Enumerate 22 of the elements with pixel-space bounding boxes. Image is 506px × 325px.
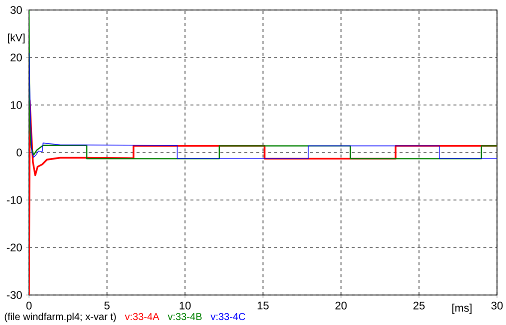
x-tick-label: 0: [26, 302, 32, 310]
y-tick-label: -20: [6, 244, 22, 252]
x-tick-label: 15: [258, 302, 269, 310]
text: v:33-4A: [124, 313, 160, 320]
text: v:33-4C: [210, 313, 246, 320]
x-axis-title: [ms]: [452, 304, 472, 314]
y-axis-title: [kV]: [8, 34, 25, 44]
y-tick-label: 0: [16, 148, 22, 156]
text: v:33-4B: [168, 313, 202, 320]
x-tick-label: 5: [104, 302, 110, 310]
line-series: [29, 52, 498, 160]
y-tick-label: 20: [10, 54, 22, 62]
x-tick-label: 10: [180, 302, 191, 310]
y-tick-label: 30: [10, 6, 22, 14]
x-tick-label: 30: [491, 302, 503, 310]
y-tick-label: 10: [10, 101, 22, 109]
line-series: [29, 10, 498, 160]
y-tick-label: -10: [6, 196, 22, 204]
text: (file windfarm.pl4; x-var t): [4, 312, 116, 322]
y-tick-label: -30: [6, 291, 22, 299]
x-tick-label: 25: [413, 302, 425, 310]
x-tick-label: 20: [335, 302, 347, 310]
